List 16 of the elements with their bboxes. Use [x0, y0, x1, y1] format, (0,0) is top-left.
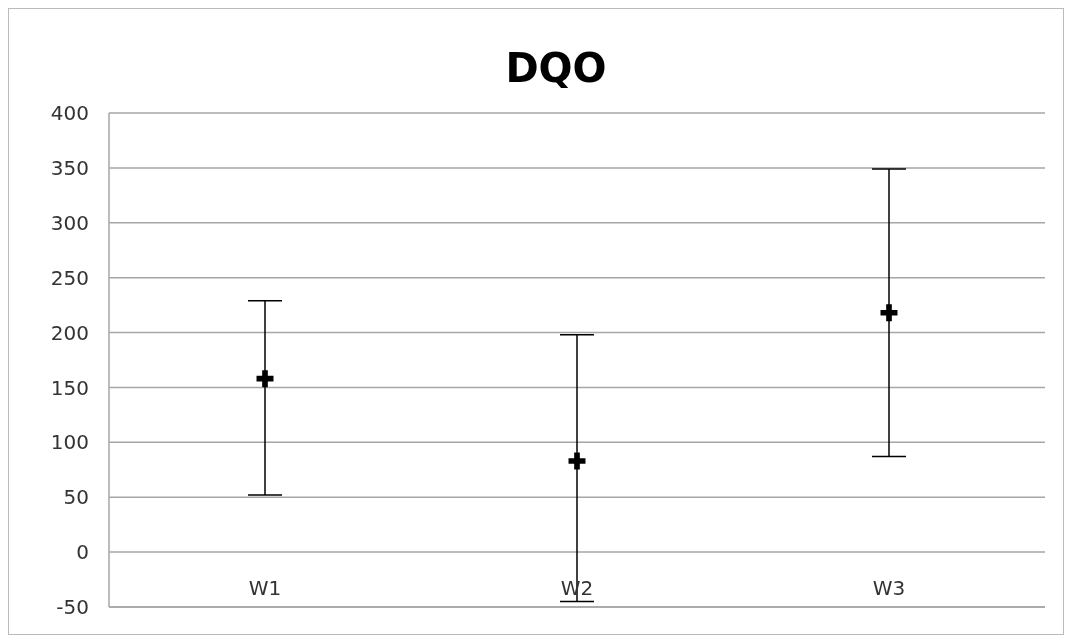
y-tick-label: 100	[50, 430, 89, 455]
y-tick-label: 50	[63, 485, 89, 510]
point	[256, 370, 274, 388]
chart-title: DQO	[504, 44, 608, 93]
x-tick-label: W1	[248, 576, 282, 601]
y-tick-label: 200	[50, 320, 89, 345]
point	[568, 452, 586, 470]
point	[880, 304, 898, 322]
y-tick-label: 150	[50, 375, 89, 400]
x-tick-label: W3	[872, 576, 906, 601]
y-tick-label: -50	[56, 595, 89, 620]
y-tick-label: 0	[76, 540, 89, 565]
y-tick-label: 350	[50, 155, 89, 180]
y-tick-label: 250	[50, 265, 89, 290]
y-tick-label: 400	[50, 101, 89, 126]
y-tick-label: 300	[50, 210, 89, 235]
